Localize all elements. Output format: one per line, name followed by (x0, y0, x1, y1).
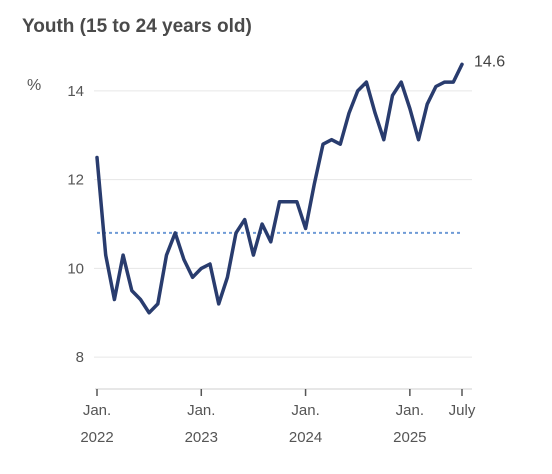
x-tick-year-label: 2024 (289, 429, 322, 446)
x-tick-label: Jan. (187, 402, 215, 419)
x-tick-label: Jan. (83, 402, 111, 419)
x-tick-label: Jan. (396, 402, 424, 419)
chart-title: Youth (15 to 24 years old) (22, 16, 252, 37)
y-unit-label: % (27, 77, 42, 94)
x-tick-year-label: 2025 (393, 429, 426, 446)
y-tick-label: 14 (67, 83, 84, 100)
x-tick-year-label: 2023 (185, 429, 218, 446)
y-tick-label: 8 (76, 349, 84, 366)
y-tick-label: 10 (67, 260, 84, 277)
y-tick-label: 12 (67, 172, 84, 189)
x-tick-label: July (449, 402, 476, 419)
series-line (95, 62, 464, 315)
x-tick-year-label: 2022 (80, 429, 113, 446)
x-tick-label: Jan. (291, 402, 319, 419)
end-value-label: 14.6 (474, 53, 505, 70)
